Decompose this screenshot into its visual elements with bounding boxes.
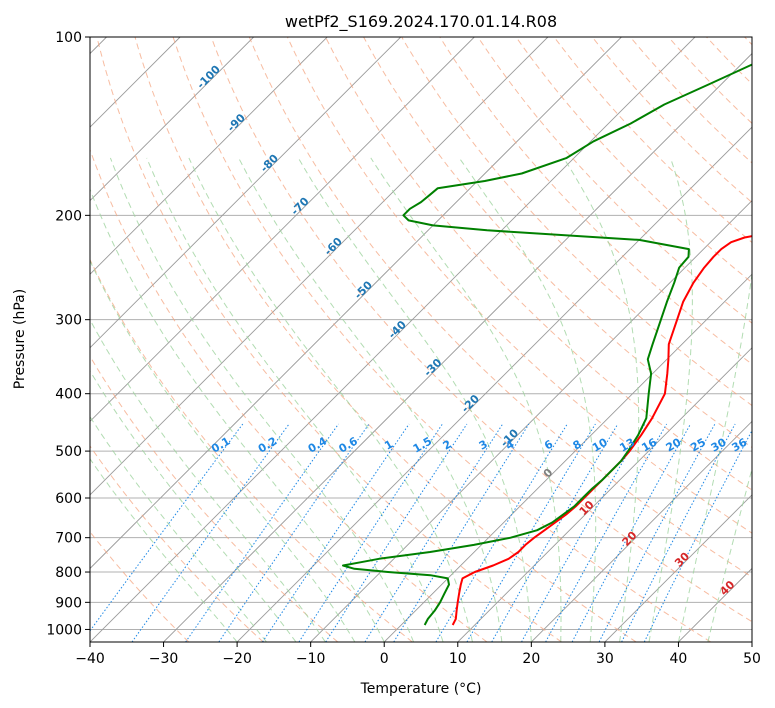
moist-adiabat-line [90,369,297,642]
isotherm-line [383,273,752,642]
x-tick-label: −10 [296,651,326,667]
mixing-ratio-line [131,423,290,642]
dry-adiabat-line [286,37,752,534]
x-tick-label: 20 [522,651,540,667]
dry-adiabat-line [90,258,413,642]
y-tick-label: 200 [55,208,82,224]
y-tick-label: 900 [55,595,82,611]
isotherm-line [90,37,475,422]
mixing-ratio-line [185,423,339,642]
y-tick-label: 100 [55,30,82,46]
x-tick-label: 40 [670,651,688,667]
y-axis-label: Pressure (hPa) [12,289,28,389]
y-tick-label: 1000 [46,622,82,638]
mixing-ratio-line [393,423,530,642]
mixing-ratio-line [298,423,443,642]
x-axis-label: Temperature (°C) [360,681,482,697]
y-tick-label: 700 [55,531,82,547]
dry-adiabat-line [96,37,562,642]
moist-adiabat-line [370,157,562,642]
dry-adiabat-line [90,445,264,642]
isotherm-line [90,37,622,570]
dry-adiabat-line [477,37,752,324]
y-tick-label: 500 [55,444,82,460]
moist-adiabat-line [146,157,444,642]
moist-adiabat-line [90,259,356,642]
x-tick-label: 30 [596,651,614,667]
x-tick-label: 50 [743,651,761,667]
plot-frame [89,36,753,643]
mixing-ratio-line [643,429,752,642]
x-tick-label: 10 [449,651,467,667]
dry-adiabat-line [363,37,752,449]
mixing-ratio-line [325,423,468,642]
isotherm-line [531,420,752,642]
isotherm-line [236,126,752,642]
moist-adiabat-line [563,157,640,642]
y-tick-label: 400 [55,387,82,403]
mixing-ratio-line [621,423,736,642]
moist-adiabat-line [677,270,752,642]
moist-adiabat-line [707,467,752,642]
moist-adiabat-line [109,157,415,642]
dry-adiabat-line [401,37,752,407]
isotherm-line [457,347,752,642]
moist-adiabat-line [90,415,267,642]
mixing-ratio-line [466,423,596,642]
y-tick-label: 300 [55,313,82,329]
mixing-ratio-line [545,423,668,642]
dry-adiabat-line [210,37,752,623]
isotherm-line [90,37,549,496]
isotherm-line [90,37,696,642]
dry-adiabat-line [172,37,712,642]
temperature-profile-line [451,235,752,626]
dry-adiabat-line [248,37,752,578]
moist-adiabat-line [90,457,238,642]
x-tick-label: 0 [380,651,389,667]
mixing-ratio-line [262,423,410,642]
mixing-ratio-line [364,423,504,642]
isotherm-line [90,37,328,275]
moist-adiabat-line [90,318,326,642]
x-tick-label: −20 [222,651,252,667]
x-tick-label: −30 [149,651,179,667]
mixing-ratio-line [598,423,716,642]
isotherm-line [604,494,752,642]
moist-adiabat-line [90,188,385,642]
dry-adiabat-line [629,37,752,164]
y-tick-label: 800 [55,565,82,581]
dry-adiabat-line [591,37,752,204]
isotherm-line [90,37,254,202]
dry-adiabat-line [325,37,752,491]
y-tick-label: 600 [55,491,82,507]
chart-title: wetPf2_S169.2024.170.01.14.R08 [285,12,557,32]
isotherm-line [163,52,752,642]
moist-adiabat-line [458,157,597,642]
mixing-ratio-line [571,423,691,642]
x-tick-label: −40 [75,651,105,667]
isotherm-line [90,37,402,349]
moist-adiabat-line [648,157,693,642]
moist-adiabat-line [297,157,532,642]
dewpoint-profile-line [342,63,752,626]
